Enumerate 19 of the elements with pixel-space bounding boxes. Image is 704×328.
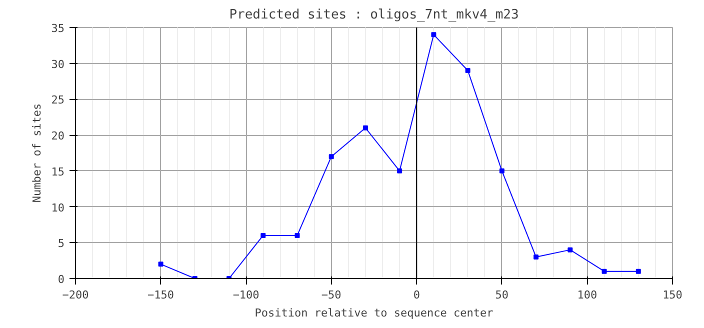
y-tick-label: 20	[51, 130, 65, 143]
x-tick-label: −150	[148, 288, 174, 302]
y-axis-title: Number of sites	[30, 103, 44, 203]
y-tick-label: 35	[51, 22, 65, 35]
y-tick-label: 5	[58, 237, 64, 250]
x-tick-label: −50	[321, 288, 342, 302]
x-tick-label: 50	[495, 288, 509, 302]
y-tick-label: 0	[58, 273, 64, 286]
chart-title: Predicted sites : oligos_7nt_mkv4_m23	[229, 8, 519, 22]
y-tick-label: 25	[51, 94, 65, 107]
y-tick-label: 30	[51, 58, 65, 71]
x-tick-label: 150	[662, 288, 682, 302]
y-tick-label: 10	[51, 201, 65, 214]
x-tick-label: 100	[577, 288, 598, 302]
x-tick-label: −100	[232, 288, 260, 302]
y-tick-label: 15	[51, 165, 65, 178]
x-tick-label: −200	[62, 288, 89, 302]
x-axis-title: Position relative to sequence center	[254, 306, 494, 320]
x-tick-label: 0	[413, 288, 420, 302]
